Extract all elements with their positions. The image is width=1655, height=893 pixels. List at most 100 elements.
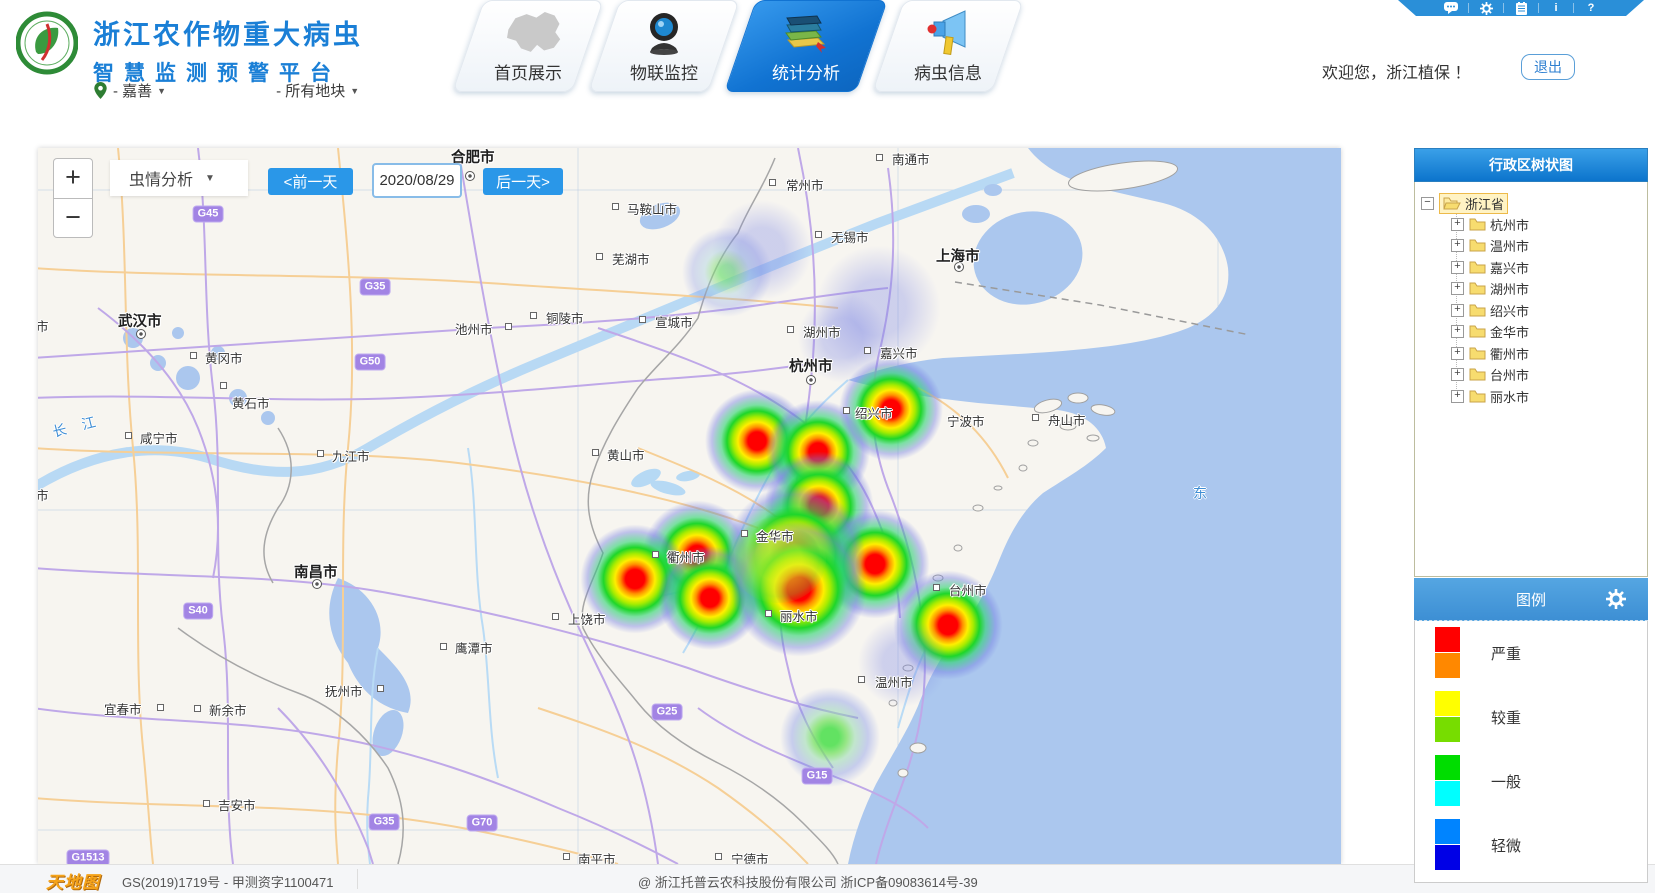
city-marker-dot bbox=[954, 262, 964, 272]
folder-icon bbox=[1469, 368, 1486, 381]
legend-header: 图例 bbox=[1414, 578, 1648, 621]
city-marker-square bbox=[876, 154, 883, 161]
tab-病虫信息[interactable]: 病虫信息 bbox=[872, 0, 1024, 92]
legend-color-swatch bbox=[1435, 819, 1460, 844]
legend-color-swatch bbox=[1435, 627, 1460, 652]
prev-day-button[interactable]: <前一天 bbox=[268, 168, 353, 195]
city-marker-square bbox=[190, 352, 197, 359]
city-marker-square bbox=[505, 323, 512, 330]
tree-node-杭州市[interactable]: + 杭州市 bbox=[1451, 214, 1529, 234]
folder-icon bbox=[1469, 282, 1486, 295]
zoom-out-button[interactable]: − bbox=[53, 198, 93, 238]
map-city-label: 黄石市 bbox=[232, 397, 270, 411]
analysis-type-dropdown[interactable]: 虫情分析 ▼ bbox=[110, 160, 248, 196]
expand-icon[interactable]: + bbox=[1451, 239, 1464, 252]
city-marker-square bbox=[639, 316, 646, 323]
city-marker-square bbox=[317, 450, 324, 457]
tree-node-丽水市[interactable]: + 丽水市 bbox=[1451, 386, 1529, 406]
tianditu-logo: 天地图 bbox=[46, 873, 100, 892]
map-city-label: 湖州市 bbox=[803, 326, 841, 340]
info-icon[interactable]: i bbox=[1554, 2, 1558, 14]
map-city-label: 上饶市 bbox=[568, 613, 606, 627]
map-city-label: 南昌市 bbox=[294, 565, 338, 581]
legend-item: 严重 bbox=[1435, 627, 1647, 678]
tree-node-金华市[interactable]: + 金华市 bbox=[1451, 322, 1529, 342]
tab-首页展示[interactable]: 首页展示 bbox=[452, 0, 604, 92]
legend-body: 严重 较重 一般 轻微 bbox=[1414, 621, 1648, 883]
tree-node-label: 温州市 bbox=[1490, 239, 1530, 254]
location-secondary[interactable]: - 所有地块 bbox=[276, 83, 346, 100]
china-map-icon bbox=[493, 7, 563, 59]
tree-node-label: 绍兴市 bbox=[1490, 303, 1530, 319]
footer-divider bbox=[357, 869, 358, 889]
tree-node-温州市[interactable]: + 温州市 bbox=[1451, 236, 1529, 256]
next-day-button[interactable]: 后一天> bbox=[483, 168, 563, 195]
chevron-down-icon[interactable]: ▼ bbox=[350, 85, 360, 96]
road-badge: G25 bbox=[651, 703, 683, 721]
expand-icon[interactable]: + bbox=[1451, 346, 1464, 360]
legend-item-label: 一般 bbox=[1491, 774, 1522, 791]
analysis-type-value: 虫情分析 bbox=[129, 172, 194, 189]
city-marker-square bbox=[612, 203, 619, 210]
folder-icon bbox=[1469, 218, 1486, 231]
map-city-label: 上海市 bbox=[936, 249, 980, 265]
expand-icon[interactable]: + bbox=[1451, 389, 1464, 403]
legend-color-swatch bbox=[1435, 845, 1460, 870]
legend-settings-gear-icon[interactable] bbox=[1606, 589, 1626, 609]
map-license-text: GS(2019)1719号 - 甲测资字1100471 bbox=[122, 875, 334, 890]
tab-物联监控[interactable]: 物联监控 bbox=[588, 0, 740, 92]
tab-label: 病虫信息 bbox=[914, 64, 982, 83]
tree-node-root[interactable]: − 浙江省 bbox=[1421, 192, 1509, 214]
chevron-down-icon: ▼ bbox=[205, 172, 215, 184]
chat-icon[interactable] bbox=[1434, 2, 1468, 14]
collapse-icon[interactable]: − bbox=[1421, 196, 1434, 210]
tree-node-衢州市[interactable]: + 衢州市 bbox=[1451, 343, 1529, 363]
page-title-line2: 智慧监测预警平台 bbox=[93, 62, 341, 85]
city-marker-square bbox=[440, 643, 447, 650]
tree-node-台州市[interactable]: + 台州市 bbox=[1451, 365, 1529, 385]
map-city-label: 宜春市 bbox=[104, 703, 142, 717]
map-city-label: 黄冈市 bbox=[205, 352, 243, 366]
city-marker-square bbox=[933, 584, 940, 591]
map-city-label: 金华市 bbox=[756, 530, 794, 544]
help-icon[interactable]: ? bbox=[1587, 2, 1595, 14]
location-primary[interactable]: - 嘉善 bbox=[113, 83, 153, 100]
city-marker-square bbox=[715, 853, 722, 860]
tab-统计分析[interactable]: 统计分析 bbox=[724, 0, 888, 92]
zoom-in-button[interactable]: + bbox=[53, 158, 93, 198]
expand-icon[interactable]: + bbox=[1451, 217, 1464, 231]
logout-button[interactable]: 退出 bbox=[1521, 54, 1575, 80]
expand-icon[interactable]: + bbox=[1451, 325, 1464, 338]
map-city-label: 抚州市 bbox=[325, 685, 363, 699]
gear-icon[interactable] bbox=[1469, 2, 1503, 14]
city-marker-square bbox=[652, 551, 659, 558]
map-city-label: 绍兴市 bbox=[855, 407, 893, 421]
tree-node-绍兴市[interactable]: + 绍兴市 bbox=[1451, 300, 1529, 320]
map-canvas[interactable]: 合肥市 南通市 常州市 马鞍山市 无锡市 上海市 芜湖市 铜陵市 宣城市 湖州市 嘉兴市 池州市 武汉市… bbox=[38, 148, 1341, 864]
city-marker-dot bbox=[465, 171, 475, 181]
map-city-label: 黄山市 bbox=[607, 449, 645, 463]
map-city-label: 马鞍山市 bbox=[627, 203, 678, 217]
expand-icon[interactable]: + bbox=[1451, 368, 1464, 381]
date-input[interactable] bbox=[372, 163, 462, 198]
chevron-down-icon[interactable]: ▼ bbox=[157, 85, 167, 96]
city-marker-square bbox=[765, 610, 772, 617]
tree-node-嘉兴市[interactable]: + 嘉兴市 bbox=[1451, 257, 1529, 277]
map-city-label: 宁波市 bbox=[947, 415, 985, 429]
expand-icon[interactable]: + bbox=[1451, 260, 1464, 274]
map-city-label: 宣城市 bbox=[655, 316, 693, 330]
road-badge: G35 bbox=[359, 278, 391, 296]
legend-item-label: 较重 bbox=[1491, 710, 1522, 727]
tree-node-湖州市[interactable]: + 湖州市 bbox=[1451, 279, 1529, 299]
welcome-text: 欢迎您，浙江植保 ！ bbox=[1322, 65, 1471, 82]
map-city-label: 九江市 bbox=[332, 450, 370, 464]
divider bbox=[1468, 3, 1469, 13]
notebook-icon[interactable] bbox=[1504, 2, 1538, 14]
road-badge: G70 bbox=[466, 814, 498, 832]
location-pin-icon bbox=[94, 82, 107, 99]
folder-icon bbox=[1469, 325, 1486, 338]
expand-icon[interactable]: + bbox=[1451, 282, 1464, 295]
main-nav-tabs: 首页展示 物联监控 统计分析 病虫信息 bbox=[452, 0, 1024, 92]
city-marker-square bbox=[864, 347, 871, 354]
expand-icon[interactable]: + bbox=[1451, 303, 1464, 317]
